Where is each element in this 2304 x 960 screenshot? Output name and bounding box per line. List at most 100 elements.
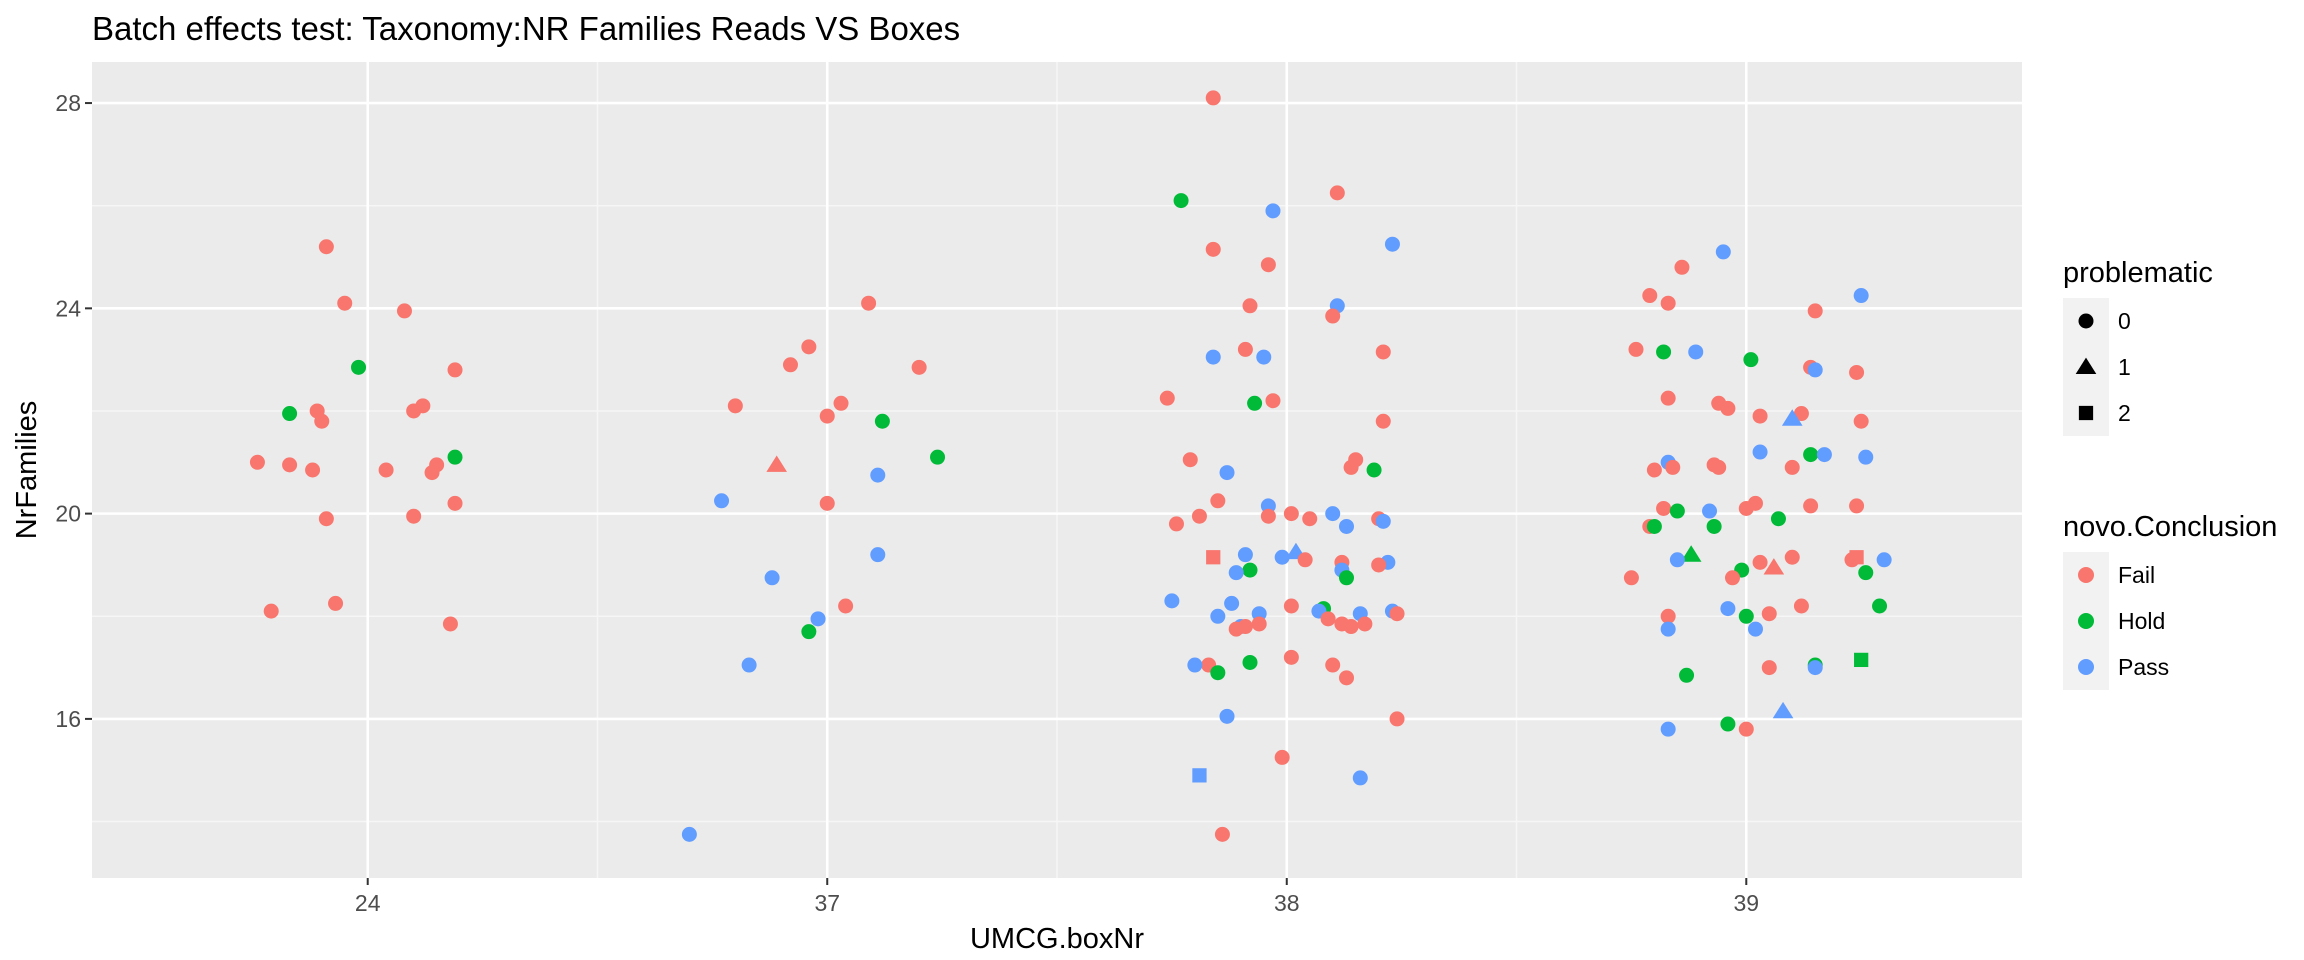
data-point [1803, 498, 1819, 514]
data-point [1743, 352, 1759, 368]
y-tick-label-28: 28 [55, 90, 81, 116]
data-point [782, 357, 798, 373]
data-point [1343, 619, 1359, 635]
legend-key-2 [2078, 405, 2094, 421]
legend-title-novo-conclusion: novo.Conclusion [2063, 511, 2277, 543]
data-point [1738, 500, 1754, 516]
data-point [1772, 701, 1794, 719]
data-point [1849, 364, 1865, 380]
data-point [1283, 598, 1299, 614]
x-tick-label-39: 39 [1733, 890, 1759, 916]
data-point [1725, 570, 1740, 586]
legend-label-0: 0 [2118, 308, 2131, 334]
data-point [1770, 511, 1786, 527]
x-tick-label-38: 38 [1274, 890, 1300, 916]
data-point [1283, 649, 1299, 665]
data-point [1210, 665, 1226, 681]
data-point [870, 467, 886, 483]
data-point [1339, 518, 1354, 534]
data-point [1191, 508, 1207, 524]
data-point [1320, 611, 1336, 627]
data-point [1844, 552, 1860, 568]
data-point [1793, 598, 1809, 614]
data-point [1784, 549, 1800, 565]
data-point [1781, 409, 1803, 426]
data-point [1251, 606, 1267, 622]
data-point [1210, 493, 1226, 509]
data-point [1660, 608, 1676, 624]
data-point [1642, 288, 1658, 304]
y-tick-label-16: 16 [55, 706, 81, 732]
data-point [318, 239, 334, 255]
data-point [1807, 303, 1823, 319]
data-points [249, 90, 1892, 842]
legend-key-1 [2075, 357, 2097, 375]
data-point [1660, 390, 1676, 406]
data-point [305, 462, 321, 478]
data-point [741, 657, 757, 673]
data-point [870, 547, 886, 563]
data-point [1325, 308, 1341, 324]
y-tick-label-20: 20 [55, 501, 81, 527]
data-point [1325, 506, 1341, 522]
data-point [1205, 241, 1221, 257]
data-point [1168, 516, 1184, 532]
data-point [1265, 203, 1281, 219]
data-point [1389, 711, 1405, 727]
data-point [1738, 721, 1754, 737]
data-point [1669, 552, 1685, 568]
data-point [819, 495, 835, 511]
data-point [1237, 341, 1253, 357]
data-point [1237, 547, 1253, 563]
data-point [1858, 449, 1874, 465]
data-point [447, 449, 463, 465]
data-point [378, 462, 394, 478]
data-point [1656, 500, 1672, 516]
y-axis-label: NrFamilies [11, 401, 43, 540]
data-point [1747, 621, 1763, 637]
legend-title-problematic: problematic [2063, 257, 2213, 289]
x-axis-label: UMCG.boxNr [970, 923, 1144, 955]
x-axis: 24 37 38 39 [355, 878, 1759, 916]
data-point [1164, 593, 1180, 609]
legend-key-fail [2078, 567, 2094, 583]
data-point [1853, 413, 1869, 429]
data-point [1752, 554, 1768, 570]
data-point [406, 508, 422, 524]
data-point [1260, 508, 1276, 524]
data-point [1660, 621, 1676, 637]
data-point [681, 826, 697, 842]
data-point [1256, 349, 1272, 365]
data-point [1849, 498, 1865, 514]
data-point [801, 339, 817, 355]
data-point [861, 295, 877, 311]
y-tick-label-24: 24 [55, 295, 81, 321]
data-point [1187, 657, 1203, 673]
data-point [1738, 608, 1754, 624]
data-point [1242, 654, 1258, 670]
data-point [1876, 552, 1892, 568]
data-point [1854, 652, 1869, 668]
data-point [1283, 506, 1299, 522]
data-point [1274, 549, 1290, 565]
data-point [1274, 749, 1290, 765]
data-point [328, 595, 344, 611]
data-point [801, 624, 817, 640]
legend-label-pass: Pass [2118, 654, 2169, 680]
data-point [1646, 462, 1662, 478]
data-point [1720, 601, 1736, 617]
data-point [249, 454, 265, 470]
data-point [1803, 447, 1819, 463]
data-point [1228, 565, 1244, 581]
data-point [1357, 616, 1373, 632]
data-point [1192, 768, 1207, 783]
legend-label-hold: Hold [2118, 608, 2165, 634]
data-point [1302, 511, 1318, 527]
x-tick-label-37: 37 [814, 890, 840, 916]
chart-title: Batch effects test: Taxonomy:NR Families… [92, 10, 960, 47]
data-point [766, 455, 788, 472]
data-point [1665, 459, 1681, 475]
data-point [1702, 503, 1718, 519]
data-point [911, 359, 927, 375]
data-point [1375, 513, 1391, 529]
